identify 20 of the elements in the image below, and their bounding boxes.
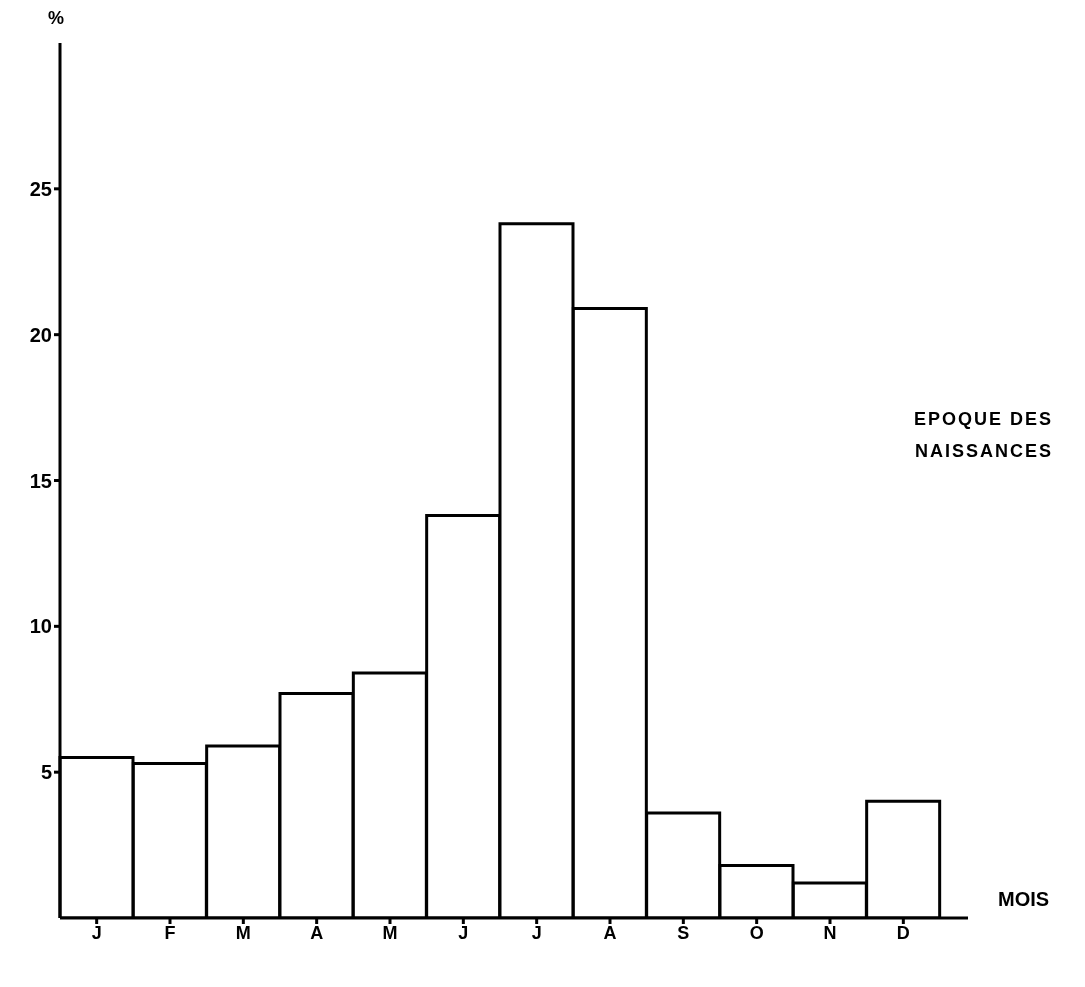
x-tick-label: J [91,922,102,943]
y-tick-label: 20 [29,323,52,346]
annotation: EPOQUE DES NAISSANCES [912,408,1053,463]
x-tick-label: S [677,922,690,943]
x-tick-label: A [310,922,324,943]
x-tick-label: J [531,922,542,943]
x-tick-label: M [382,922,398,943]
y-axis-title: % [48,8,65,29]
x-axis-title: MOIS [998,888,1050,911]
y-tick-label: 15 [29,469,52,492]
y-tick-label: 10 [29,615,52,638]
x-tick-label: D [896,922,910,943]
y-tick-label: 5 [40,761,52,784]
x-tick-label: F [164,922,176,943]
x-tick-label: A [603,922,617,943]
x-tick-label: M [235,922,251,943]
y-tick-label: 25 [29,177,52,200]
x-tick-label: N [823,922,837,943]
x-tick-label: O [749,922,764,943]
x-tick-label: J [458,922,469,943]
